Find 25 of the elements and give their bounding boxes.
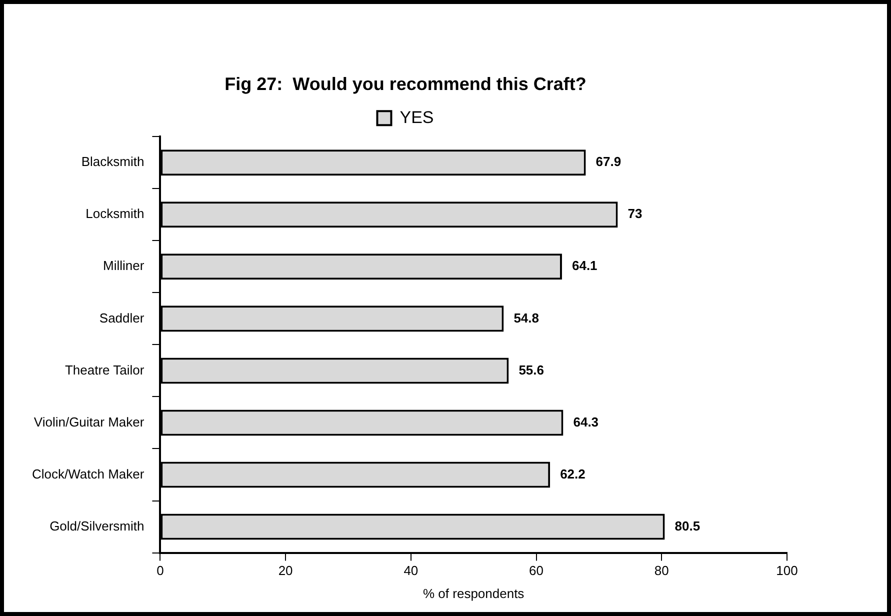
x-axis-title: % of respondents xyxy=(423,586,525,601)
data-label: 64.3 xyxy=(573,414,599,430)
x-tick-label: 60 xyxy=(529,563,544,578)
data-label: 67.9 xyxy=(596,154,622,170)
legend-label: YES xyxy=(400,108,434,127)
data-label: 62.2 xyxy=(560,466,586,482)
data-label: 80.5 xyxy=(674,518,700,534)
y-tick-label: Gold/Silversmith xyxy=(50,518,144,534)
data-label: 54.8 xyxy=(514,310,539,326)
data-label: 73 xyxy=(628,206,642,222)
x-tick-label: 40 xyxy=(404,563,418,578)
y-tick-label: Saddler xyxy=(99,310,145,326)
y-tick-label: Blacksmith xyxy=(81,154,144,170)
x-tick-label: 0 xyxy=(156,563,164,578)
y-tick-label: Theatre Tailor xyxy=(64,362,145,378)
data-label: 64.1 xyxy=(572,258,598,274)
x-tick-label: 80 xyxy=(654,563,669,578)
x-tick-label: 20 xyxy=(278,563,293,578)
y-tick-label: Violin/Guitar Maker xyxy=(34,414,145,430)
chart-title: Fig 27: Would you recommend this Craft? xyxy=(224,74,586,94)
x-tick-label: 100 xyxy=(776,563,798,578)
y-tick-label: Milliner xyxy=(103,258,145,274)
data-label: 55.6 xyxy=(518,362,544,378)
y-tick-label: Locksmith xyxy=(86,206,144,222)
y-tick-label: Clock/Watch Maker xyxy=(32,466,145,482)
